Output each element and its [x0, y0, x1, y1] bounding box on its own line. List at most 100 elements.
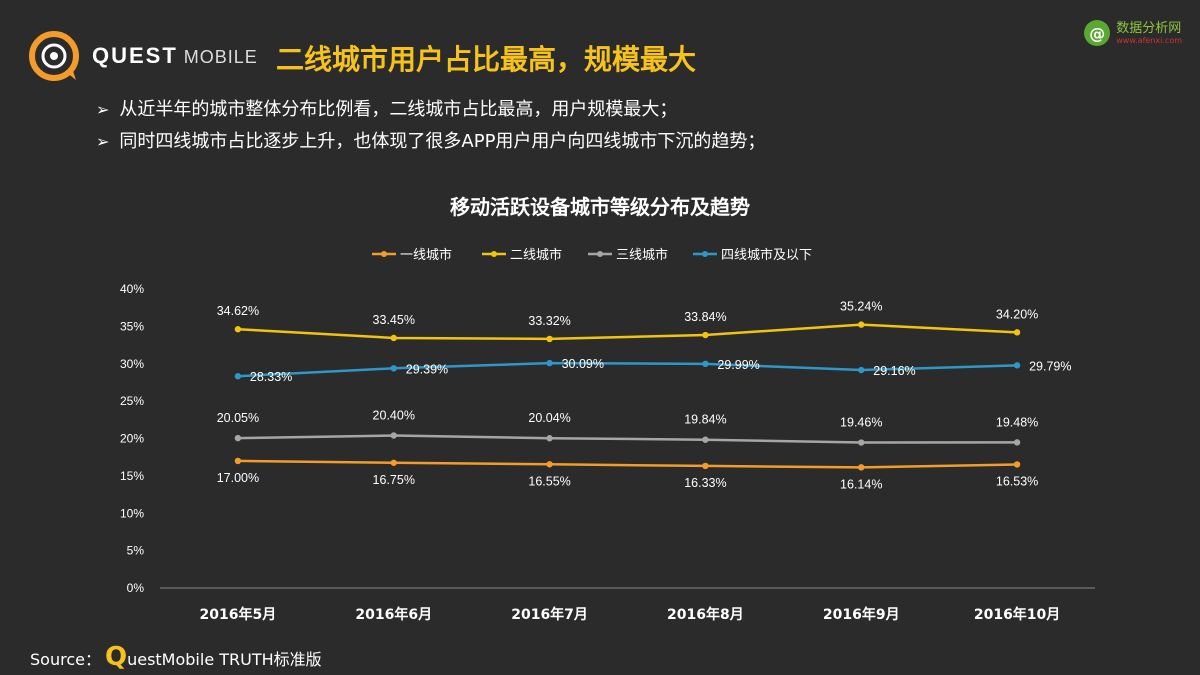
legend-item: 四线城市及以下 [693, 247, 812, 263]
series-line-group: 34.62% 33.45% 33.32% 33.84% 35.24% 34.20% [217, 300, 1038, 343]
data-point [234, 457, 242, 465]
x-tick-label: 2016年8月 [667, 606, 744, 623]
data-label: 20.40% [373, 409, 415, 423]
x-tick-label: 2016年10月 [974, 606, 1060, 623]
data-point [858, 366, 865, 374]
data-label: 19.46% [840, 416, 882, 430]
bullet-list: ➢ 从近半年的城市整体分布比例看，二线城市占比最高，用户规模最大； ➢ 同时四线… [96, 94, 765, 158]
data-point [546, 359, 553, 367]
data-label: 19.48% [996, 415, 1038, 429]
page-title: 二线城市用户占比最高，规模最大 [276, 43, 697, 76]
data-point [234, 326, 242, 333]
data-label: 20.05% [217, 411, 259, 425]
series-line-group: 20.05% 20.40% 20.04% 19.84% 19.46% 19.48% [217, 409, 1038, 446]
legend-marker [597, 251, 603, 257]
series-line-group: 17.00% 16.75% 16.55% 16.33% 16.14% 16.53% [217, 457, 1038, 491]
quest-mobile-logo-icon [29, 31, 79, 81]
data-label: 16.53% [996, 474, 1038, 488]
data-point [390, 459, 397, 466]
bullet-arrow-icon: ➢ [96, 132, 110, 151]
legend-item: 三线城市 [588, 247, 668, 263]
data-label: 16.55% [528, 474, 570, 488]
data-point [1013, 461, 1021, 468]
source-name: uestMobile TRUTH标准版 [127, 650, 322, 669]
brand-secondary: MOBILE [183, 47, 258, 67]
y-tick-label: 15% [120, 469, 144, 483]
watermark-name: 数据分析网 [1116, 20, 1182, 36]
legend-label: 二线城市 [510, 247, 562, 263]
legend-marker [491, 251, 497, 257]
data-label: 16.75% [373, 473, 415, 487]
source-q: Q [104, 642, 128, 672]
brand-logo: QUEST MOBILE [26, 26, 266, 86]
y-tick-label: 40% [120, 282, 144, 296]
chart-axes: 0% 5% 10% 15% 20% 25% 30% 35% 40% 2016年5月 2016年6月 2… [120, 282, 1095, 623]
series-line [237, 459, 1018, 469]
data-point [390, 334, 397, 342]
legend-marker [702, 251, 708, 257]
data-point [702, 331, 709, 339]
x-tick-label: 2016年7月 [511, 606, 588, 623]
series-line [237, 361, 1018, 378]
series-line-group: 28.33% 29.39% 30.09% 29.99% 29.16% 29.79% [234, 357, 1071, 384]
legend-item: 一线城市 [372, 247, 452, 263]
y-tick-label: 35% [120, 319, 144, 333]
data-point [858, 321, 865, 328]
data-label: 34.62% [217, 304, 259, 318]
data-point [390, 432, 397, 439]
y-tick-label: 5% [127, 544, 145, 558]
data-label: 30.09% [562, 357, 604, 371]
source-note: Source： Q uestMobile TRUTH标准版 [30, 642, 322, 672]
data-label: 29.39% [406, 362, 448, 376]
data-point [702, 462, 709, 470]
y-tick-label: 20% [120, 432, 144, 446]
series-line [237, 323, 1018, 341]
legend-label: 一线城市 [400, 247, 452, 263]
bullet-text: 从近半年的城市整体分布比例看，二线城市占比最高，用户规模最大； [119, 99, 678, 120]
data-point [546, 461, 553, 468]
series-line [237, 434, 1018, 444]
x-tick-label: 2016年5月 [200, 606, 277, 623]
data-point [702, 360, 709, 368]
bullet-item: ➢ 同时四线城市占比逐步上升，也体现了很多APP用户用户向四线城市下沉的趋势； [96, 126, 765, 158]
data-point [858, 439, 865, 446]
data-label: 28.33% [250, 370, 292, 384]
data-point [546, 335, 553, 343]
data-label: 29.79% [1029, 359, 1071, 373]
brand-primary: QUEST [92, 43, 178, 68]
x-tick-label: 2016年9月 [823, 606, 900, 623]
bullet-arrow-icon: ➢ [96, 100, 110, 119]
y-tick-label: 30% [120, 357, 144, 371]
y-tick-label: 0% [127, 581, 145, 595]
data-label: 16.33% [684, 476, 726, 490]
data-point [546, 435, 553, 442]
data-label: 17.00% [217, 471, 259, 485]
data-point [1013, 439, 1021, 446]
data-point [858, 464, 865, 471]
data-label: 33.45% [373, 313, 415, 327]
data-label: 29.99% [717, 358, 759, 372]
x-tick-label: 2016年6月 [355, 606, 432, 623]
watermark-url: www.afenxi.com [1116, 35, 1182, 45]
chart-title: 移动活跃设备城市等级分布及趋势 [450, 195, 750, 219]
data-point [390, 365, 397, 372]
watermark: @ 数据分析网 www.afenxi.com [1084, 20, 1182, 46]
bullet-text: 同时四线城市占比逐步上升，也体现了很多APP用户用户向四线城市下沉的趋势； [119, 131, 766, 152]
legend-item: 二线城市 [482, 247, 562, 263]
legend-label: 四线城市及以下 [721, 247, 812, 263]
data-point [234, 434, 242, 442]
y-tick-label: 25% [120, 394, 144, 408]
data-label: 29.16% [873, 364, 915, 378]
y-tick-label: 10% [120, 506, 144, 520]
data-label: 35.24% [840, 300, 882, 314]
data-label: 33.84% [684, 310, 726, 324]
data-label: 16.14% [840, 477, 882, 491]
source-prefix: Source： [30, 650, 101, 669]
chart-legend: 一线城市 二线城市 三线城市 四线城市及以下 [372, 247, 812, 263]
data-label: 20.04% [528, 411, 570, 425]
data-label: 34.20% [996, 307, 1038, 321]
brand-name: QUEST MOBILE [92, 43, 258, 69]
data-point [234, 373, 242, 380]
chart-series: 17.00% 16.75% 16.55% 16.33% 16.14% 16.53% 34.6… [217, 300, 1072, 492]
